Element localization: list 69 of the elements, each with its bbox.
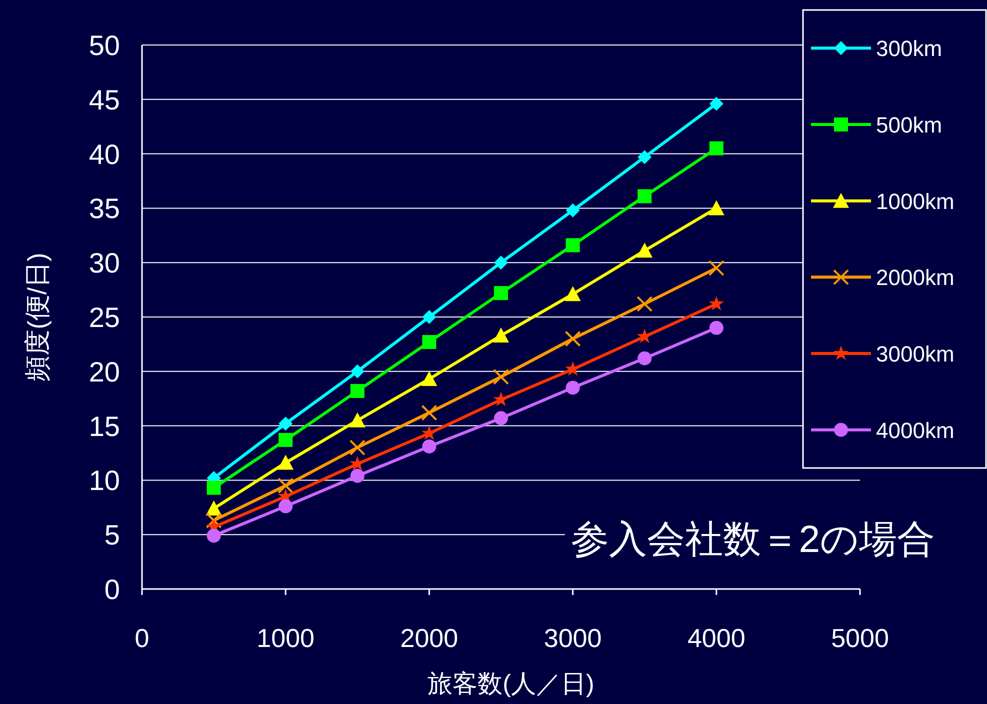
point xyxy=(708,200,724,216)
point xyxy=(636,242,653,258)
point xyxy=(422,439,436,454)
point xyxy=(708,296,724,310)
point xyxy=(709,96,724,111)
x-tick-label: 2000 xyxy=(400,623,458,653)
point xyxy=(493,368,509,385)
x-tick-label: 3000 xyxy=(544,623,602,653)
point xyxy=(494,411,508,426)
point xyxy=(709,141,724,156)
legend-label: 1000km xyxy=(876,188,954,214)
point xyxy=(708,260,724,276)
x-tick-label: 1000 xyxy=(256,623,315,653)
y-tick-label: 25 xyxy=(88,302,120,333)
point xyxy=(350,364,364,378)
point xyxy=(206,500,222,516)
point xyxy=(421,371,438,386)
y-tick-label: 15 xyxy=(88,410,120,442)
y-tick-label: 40 xyxy=(88,138,120,170)
point xyxy=(278,416,293,431)
point xyxy=(564,330,581,347)
x-tick-label: 4000 xyxy=(687,623,746,653)
point xyxy=(278,478,294,494)
x-tick-label: 0 xyxy=(134,623,150,653)
point xyxy=(636,296,653,312)
y-axis-title: 頻度(便/日) xyxy=(22,252,52,382)
point xyxy=(422,425,437,440)
point xyxy=(206,512,222,528)
y-tick-label: 45 xyxy=(88,84,120,116)
point xyxy=(350,468,364,483)
point xyxy=(422,335,436,350)
point xyxy=(206,480,221,495)
point xyxy=(638,189,652,204)
point xyxy=(494,286,508,300)
point xyxy=(278,499,293,514)
x-axis-title: 旅客数(人／日) xyxy=(428,670,594,698)
point xyxy=(709,320,724,335)
point xyxy=(638,351,652,366)
point xyxy=(349,412,366,428)
point xyxy=(278,454,294,470)
point xyxy=(278,432,293,447)
y-tick-label: 20 xyxy=(88,356,120,388)
point xyxy=(494,256,508,270)
y-tick-label: 35 xyxy=(88,193,120,224)
point xyxy=(636,328,652,344)
point xyxy=(350,384,364,398)
point xyxy=(566,380,580,395)
y-tick-label: 50 xyxy=(88,30,120,61)
point xyxy=(493,327,509,342)
point xyxy=(566,203,580,218)
legend-label: 2000km xyxy=(876,265,954,290)
x-tick-label: 5000 xyxy=(831,623,889,653)
point xyxy=(564,286,581,302)
y-tick-label: 10 xyxy=(88,465,120,496)
legend-label: 3000km xyxy=(876,342,954,366)
y-tick-label: 0 xyxy=(104,574,120,605)
point xyxy=(349,440,366,456)
legend-label: 300km xyxy=(876,36,942,62)
point xyxy=(566,238,580,252)
legend-label: 500km xyxy=(876,112,942,138)
point xyxy=(421,404,438,421)
point xyxy=(638,150,652,164)
y-tick-label: 30 xyxy=(88,248,120,279)
point xyxy=(493,392,509,406)
point xyxy=(422,310,436,324)
point xyxy=(565,361,580,376)
legend-label: 4000km xyxy=(876,418,954,443)
point xyxy=(206,528,221,543)
y-tick-label: 5 xyxy=(104,520,120,551)
